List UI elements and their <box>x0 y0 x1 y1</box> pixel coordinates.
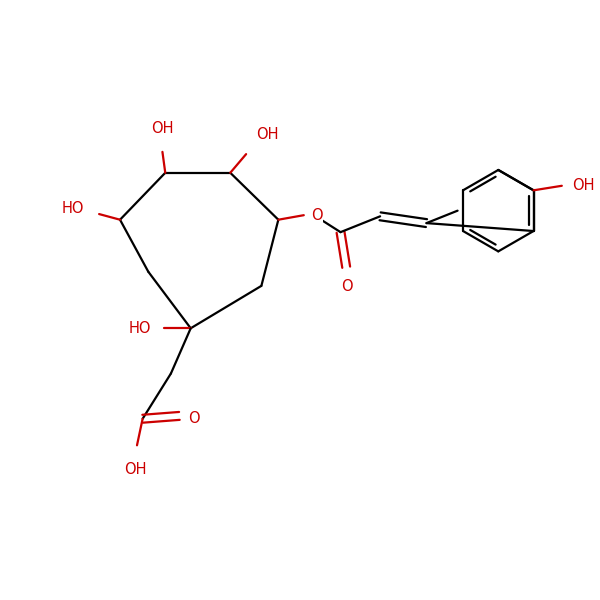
Text: OH: OH <box>256 127 278 142</box>
Text: O: O <box>188 411 200 426</box>
Text: HO: HO <box>62 201 85 216</box>
Text: HO: HO <box>128 321 151 336</box>
Text: O: O <box>311 208 323 223</box>
Text: O: O <box>341 278 353 293</box>
Text: OH: OH <box>151 121 173 136</box>
Text: OH: OH <box>572 178 595 193</box>
Text: OH: OH <box>125 462 147 477</box>
